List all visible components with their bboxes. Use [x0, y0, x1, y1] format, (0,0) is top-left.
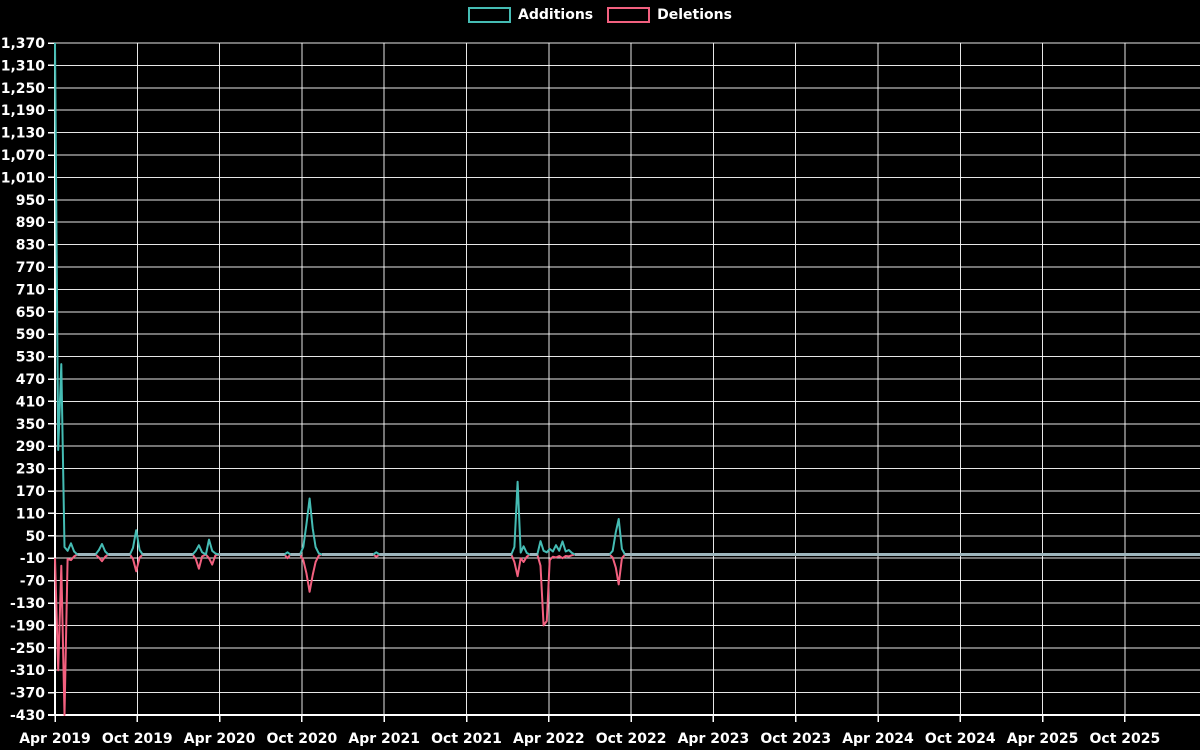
deletions-line: [54, 553, 1200, 716]
x-tick-label: Apr 2020: [184, 731, 256, 747]
y-tick-label: -250: [10, 641, 45, 657]
y-tick-label: 1,130: [1, 126, 46, 142]
x-tick-label: Apr 2024: [842, 731, 914, 747]
y-tick-label: 950: [16, 193, 45, 209]
y-tick-label: 170: [16, 484, 45, 500]
y-tick-label: -70: [20, 574, 46, 590]
y-tick-label: 1,310: [1, 58, 46, 74]
additions-swatch-icon: [468, 7, 512, 23]
y-tick-label: -370: [10, 686, 45, 702]
tick-marks: [48, 42, 1126, 722]
legend-item-additions[interactable]: Additions: [468, 7, 593, 23]
legend-label-deletions: Deletions: [657, 7, 732, 23]
x-tick-label: Oct 2025: [1090, 731, 1161, 747]
additions-line: [54, 42, 1200, 556]
y-tick-label: -310: [10, 663, 45, 679]
x-tick-label: Oct 2021: [431, 731, 502, 747]
x-tick-label: Oct 2020: [267, 731, 338, 747]
x-tick-label: Oct 2024: [925, 731, 996, 747]
y-tick-label: -190: [10, 618, 45, 634]
y-tick-label: 1,070: [1, 148, 46, 164]
legend-item-deletions[interactable]: Deletions: [607, 7, 732, 23]
x-tick-label: Apr 2022: [513, 731, 585, 747]
y-tick-label: 830: [16, 238, 45, 254]
x-tick-label: Apr 2021: [348, 731, 420, 747]
y-tick-label: 50: [26, 529, 46, 545]
y-tick-label: 590: [16, 327, 45, 343]
y-tick-label: 350: [16, 417, 45, 433]
y-tick-label: 1,250: [1, 81, 46, 97]
legend-label-additions: Additions: [518, 7, 594, 23]
x-tick-label: Oct 2022: [596, 731, 667, 747]
y-tick-label: 1,190: [1, 103, 46, 119]
y-tick-label: 1,370: [1, 36, 46, 52]
gridlines: [54, 42, 1200, 716]
y-tick-label: 470: [16, 372, 45, 388]
x-tick-labels: Apr 2019 Oct 2019 Apr 2020 Oct 2020 Apr 2021…: [19, 731, 1160, 747]
y-tick-label: 530: [16, 350, 45, 366]
deletions-swatch-icon: [607, 7, 651, 23]
y-tick-label: 710: [16, 282, 45, 298]
x-tick-label: Apr 2019: [19, 731, 91, 747]
y-tick-label: 1,010: [1, 170, 46, 186]
x-tick-label: Apr 2025: [1007, 731, 1079, 747]
y-tick-label: 410: [16, 394, 45, 410]
x-tick-label: Oct 2019: [102, 731, 173, 747]
y-tick-label: 290: [16, 439, 45, 455]
y-tick-label: -10: [20, 551, 46, 567]
x-tick-label: Oct 2023: [760, 731, 831, 747]
y-tick-label: 230: [16, 462, 45, 478]
y-tick-label: -430: [10, 708, 45, 724]
y-tick-label: 110: [16, 506, 45, 522]
y-tick-label: 890: [16, 215, 45, 231]
chart-legend: Additions Deletions: [0, 7, 1200, 23]
y-tick-labels: 1,370 1,310 1,250 1,190 1,130 1,070 1,010 950 89…: [1, 36, 46, 724]
y-tick-label: 650: [16, 305, 45, 321]
x-tick-label: Apr 2023: [678, 731, 750, 747]
y-tick-label: -130: [10, 596, 45, 612]
y-tick-label: 770: [16, 260, 45, 276]
